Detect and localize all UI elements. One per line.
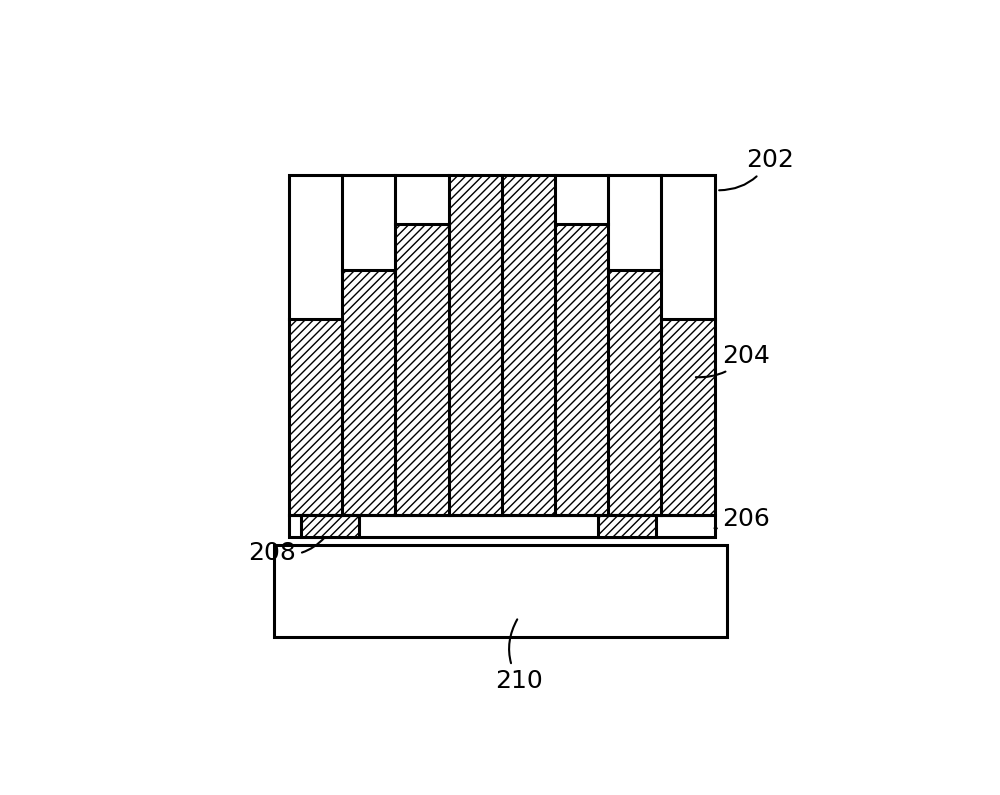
Bar (342, 270, 395, 514)
Bar (449, 175, 502, 514)
Bar (395, 175, 449, 514)
Text: 208: 208 (249, 537, 325, 565)
Bar (289, 320, 342, 514)
Bar (598, 514, 656, 537)
Bar (555, 175, 608, 514)
Bar (449, 175, 502, 514)
Bar (274, 545, 727, 637)
Bar (395, 224, 449, 514)
Bar (608, 270, 661, 514)
Bar (661, 320, 715, 514)
Bar (342, 175, 395, 514)
Text: 202: 202 (719, 148, 794, 190)
Bar (502, 175, 555, 514)
Bar (598, 514, 656, 537)
Bar (608, 175, 661, 514)
Bar (289, 175, 715, 514)
Bar (555, 224, 608, 514)
Text: 206: 206 (715, 507, 770, 531)
Text: 210: 210 (495, 619, 542, 692)
Bar (661, 175, 715, 514)
Bar (289, 175, 715, 514)
Bar (502, 175, 555, 514)
Text: 204: 204 (696, 343, 770, 378)
Bar (289, 514, 715, 537)
Bar (301, 514, 359, 537)
Bar (289, 175, 342, 514)
Bar (301, 514, 359, 537)
